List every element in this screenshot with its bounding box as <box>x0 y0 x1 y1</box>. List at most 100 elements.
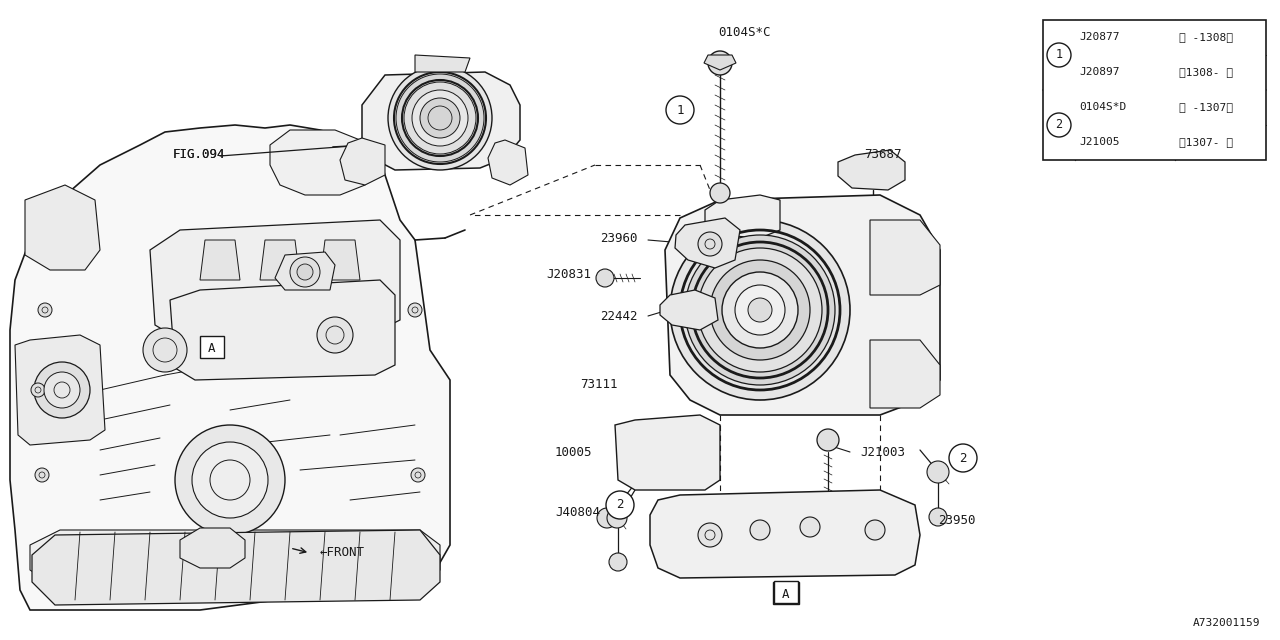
Text: 〈1307- 〉: 〈1307- 〉 <box>1179 137 1233 147</box>
Bar <box>774 581 797 603</box>
Circle shape <box>408 303 422 317</box>
Circle shape <box>192 442 268 518</box>
Text: FIG.094: FIG.094 <box>173 148 225 161</box>
Polygon shape <box>650 490 920 578</box>
Circle shape <box>948 444 977 472</box>
Circle shape <box>750 520 771 540</box>
Circle shape <box>1047 113 1071 137</box>
Circle shape <box>929 508 947 526</box>
Circle shape <box>175 425 285 535</box>
Bar <box>773 582 799 604</box>
Text: 73111: 73111 <box>580 378 617 392</box>
Circle shape <box>685 235 835 385</box>
Text: 22442: 22442 <box>600 310 637 323</box>
Circle shape <box>607 508 627 528</box>
Circle shape <box>1047 43 1071 67</box>
Polygon shape <box>666 195 940 415</box>
Circle shape <box>710 183 730 203</box>
Polygon shape <box>170 280 396 380</box>
Text: 23950: 23950 <box>938 513 975 527</box>
Circle shape <box>817 429 838 451</box>
Polygon shape <box>15 335 105 445</box>
Polygon shape <box>260 240 300 280</box>
Polygon shape <box>675 218 740 268</box>
Text: A732001159: A732001159 <box>1193 618 1260 628</box>
Text: 〈1308- 〉: 〈1308- 〉 <box>1179 67 1233 77</box>
Circle shape <box>297 264 314 280</box>
Text: 73687: 73687 <box>864 148 901 161</box>
Circle shape <box>698 232 722 256</box>
Circle shape <box>865 520 884 540</box>
Circle shape <box>722 272 797 348</box>
Text: J21003: J21003 <box>860 445 905 458</box>
Circle shape <box>735 285 785 335</box>
Circle shape <box>396 74 484 162</box>
Text: A: A <box>782 588 790 600</box>
Text: 23960: 23960 <box>600 232 637 244</box>
Polygon shape <box>705 195 780 238</box>
Text: 0104S*D: 0104S*D <box>1079 102 1126 112</box>
Polygon shape <box>614 415 719 490</box>
Circle shape <box>800 517 820 537</box>
Text: J20831: J20831 <box>547 269 591 282</box>
Polygon shape <box>26 185 100 270</box>
Text: J20897: J20897 <box>1079 67 1120 77</box>
Polygon shape <box>870 220 940 295</box>
Circle shape <box>698 523 722 547</box>
Polygon shape <box>150 220 399 340</box>
Polygon shape <box>32 530 440 605</box>
Text: 0104S*C: 0104S*C <box>718 26 771 40</box>
Circle shape <box>291 257 320 287</box>
Circle shape <box>35 468 49 482</box>
Circle shape <box>35 362 90 418</box>
Bar <box>200 336 224 358</box>
Circle shape <box>609 553 627 571</box>
Polygon shape <box>180 528 244 568</box>
Text: 2: 2 <box>959 451 966 465</box>
Polygon shape <box>275 252 335 290</box>
Circle shape <box>420 98 460 138</box>
Text: 1: 1 <box>1056 49 1062 61</box>
Circle shape <box>669 220 850 400</box>
Circle shape <box>38 303 52 317</box>
Text: J20877: J20877 <box>1079 32 1120 42</box>
Polygon shape <box>10 125 451 610</box>
Text: 〈 -1308〉: 〈 -1308〉 <box>1179 32 1233 42</box>
Polygon shape <box>704 55 736 70</box>
Circle shape <box>708 51 732 75</box>
Polygon shape <box>362 72 520 170</box>
Circle shape <box>317 317 353 353</box>
Circle shape <box>388 66 492 170</box>
Circle shape <box>666 96 694 124</box>
Circle shape <box>143 328 187 372</box>
Circle shape <box>44 372 79 408</box>
Polygon shape <box>320 240 360 280</box>
Circle shape <box>710 260 810 360</box>
Circle shape <box>404 82 476 154</box>
Circle shape <box>411 468 425 482</box>
Circle shape <box>596 508 617 528</box>
Polygon shape <box>870 340 940 408</box>
Circle shape <box>605 491 634 519</box>
Bar <box>1043 20 1266 160</box>
Polygon shape <box>200 240 241 280</box>
Text: 1: 1 <box>676 104 684 116</box>
Text: 10005: 10005 <box>556 445 593 458</box>
Text: FIG.094: FIG.094 <box>173 148 225 161</box>
Polygon shape <box>415 55 470 72</box>
Circle shape <box>596 269 614 287</box>
Text: 〈 -1307〉: 〈 -1307〉 <box>1179 102 1233 112</box>
Text: J40804: J40804 <box>556 506 600 520</box>
Polygon shape <box>270 130 370 195</box>
Polygon shape <box>488 140 529 185</box>
Polygon shape <box>838 150 905 190</box>
Polygon shape <box>660 290 718 330</box>
Text: A: A <box>209 342 216 355</box>
Polygon shape <box>340 138 385 185</box>
Text: J21005: J21005 <box>1079 137 1120 147</box>
Polygon shape <box>29 530 440 590</box>
Circle shape <box>927 461 948 483</box>
Text: ←FRONT: ←FRONT <box>320 545 365 559</box>
Circle shape <box>31 383 45 397</box>
Circle shape <box>698 248 822 372</box>
